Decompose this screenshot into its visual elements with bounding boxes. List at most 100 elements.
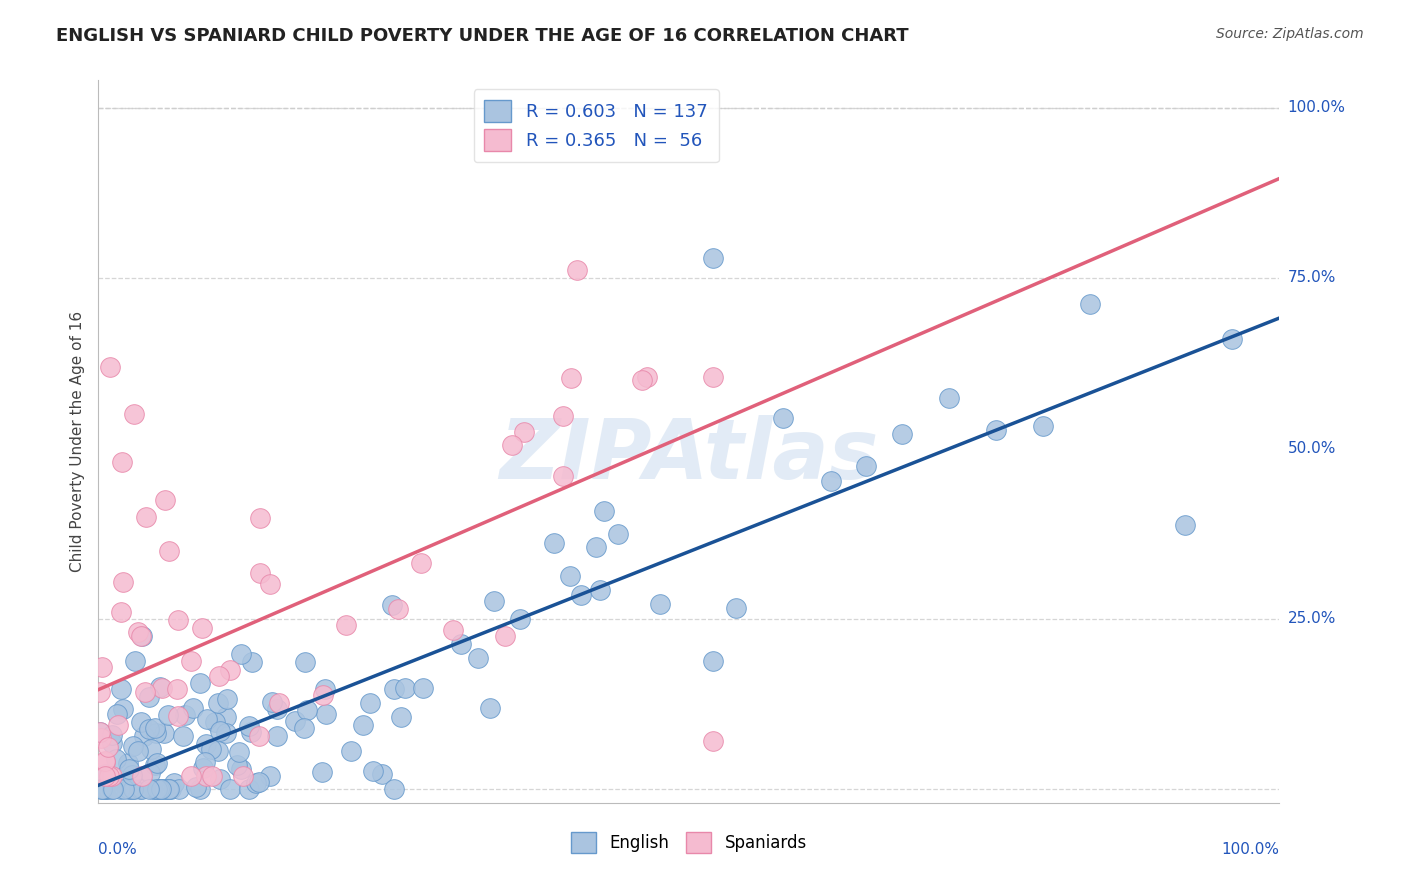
Text: 25.0%: 25.0% (1288, 611, 1336, 626)
Point (312, 688, 335, 702)
Point (143, 758, 166, 772)
Point (229, 647, 252, 661)
Point (314, 681, 336, 696)
Point (131, 715, 153, 730)
Point (146, 782, 169, 797)
Point (101, 736, 124, 750)
Point (207, 744, 229, 758)
Point (138, 690, 160, 704)
Point (167, 782, 190, 797)
Point (266, 701, 288, 715)
Point (111, 455, 134, 469)
Point (90, 731, 112, 746)
Point (238, 718, 260, 732)
Point (245, 776, 267, 790)
Point (157, 708, 180, 723)
Point (188, 676, 211, 690)
Point (855, 458, 877, 473)
Point (890, 426, 912, 441)
Point (142, 782, 165, 797)
Point (295, 702, 318, 716)
Text: 50.0%: 50.0% (1288, 441, 1336, 456)
Point (180, 654, 202, 668)
Point (89, 725, 111, 739)
Point (648, 597, 671, 611)
Point (247, 775, 270, 789)
Point (209, 723, 232, 738)
Point (1174, 517, 1197, 532)
Point (259, 577, 281, 591)
Text: ZIPAtlas: ZIPAtlas (499, 416, 879, 497)
Point (228, 745, 250, 759)
Point (195, 712, 218, 726)
Point (90, 782, 112, 797)
Point (494, 629, 516, 643)
Point (157, 543, 180, 558)
Point (132, 729, 155, 743)
Point (153, 493, 176, 508)
Point (560, 371, 582, 385)
Point (394, 681, 416, 695)
Point (381, 599, 404, 613)
Point (97, 739, 120, 754)
Point (382, 682, 405, 697)
Point (820, 474, 842, 488)
Point (134, 685, 156, 699)
Point (122, 782, 145, 797)
Point (267, 696, 290, 710)
Point (122, 407, 145, 421)
Text: ENGLISH VS SPANIARD CHILD POVERTY UNDER THE AGE OF 16 CORRELATION CHART: ENGLISH VS SPANIARD CHILD POVERTY UNDER … (56, 27, 908, 45)
Point (195, 768, 218, 782)
Point (513, 425, 536, 439)
Text: 100.0%: 100.0% (1288, 100, 1346, 115)
Point (225, 757, 247, 772)
Point (188, 782, 211, 797)
Text: 0.0%: 0.0% (98, 842, 138, 856)
Point (702, 251, 724, 265)
Point (118, 762, 141, 776)
Point (118, 782, 141, 797)
Point (127, 624, 149, 639)
Point (112, 782, 135, 797)
Point (121, 768, 143, 782)
Point (238, 782, 260, 797)
Point (630, 373, 652, 387)
Point (607, 527, 630, 541)
Point (208, 772, 231, 787)
Text: 75.0%: 75.0% (1288, 270, 1336, 285)
Point (167, 709, 190, 723)
Point (172, 729, 194, 743)
Point (543, 535, 565, 549)
Point (361, 764, 384, 779)
Point (103, 782, 125, 797)
Point (266, 729, 288, 743)
Point (98, 768, 121, 782)
Point (467, 650, 489, 665)
Point (247, 729, 270, 743)
Point (94, 782, 117, 797)
Point (131, 782, 153, 797)
Point (138, 782, 160, 797)
Point (127, 744, 149, 758)
Point (501, 437, 523, 451)
Point (162, 776, 184, 790)
Point (107, 718, 129, 732)
Point (262, 695, 284, 709)
Point (166, 682, 188, 697)
Point (569, 588, 592, 602)
Point (89, 685, 111, 699)
Point (194, 756, 217, 770)
Text: 100.0%: 100.0% (1222, 842, 1279, 856)
Point (149, 681, 172, 695)
Point (370, 767, 392, 781)
Point (1032, 418, 1054, 433)
Point (585, 541, 607, 555)
Point (112, 701, 135, 715)
Point (292, 721, 315, 735)
Point (124, 654, 146, 668)
Point (340, 744, 363, 758)
Y-axis label: Child Poverty Under the Age of 16: Child Poverty Under the Age of 16 (69, 311, 84, 572)
Point (231, 762, 253, 776)
Point (565, 263, 588, 277)
Point (217, 692, 239, 706)
